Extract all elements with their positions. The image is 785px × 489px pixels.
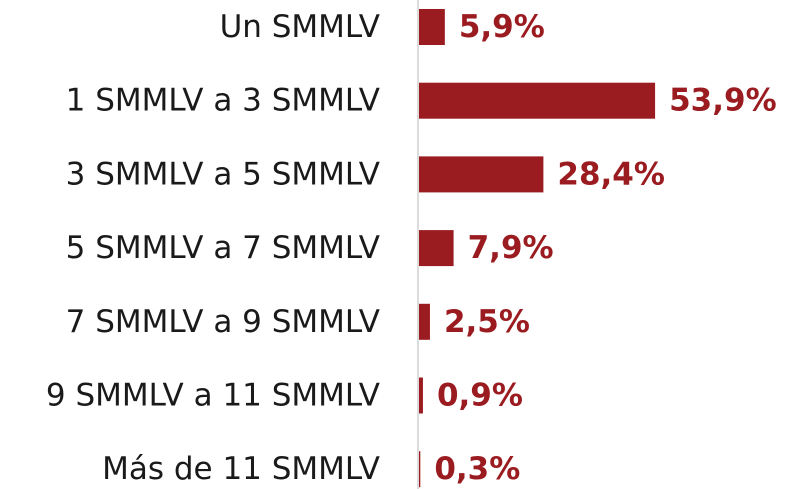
value-label: 0,3%: [434, 451, 520, 487]
bar: [419, 230, 454, 267]
bar: [419, 377, 423, 414]
category-label: Más de 11 SMMLV: [102, 451, 380, 487]
value-label: 7,9%: [468, 230, 554, 266]
value-label: 2,5%: [444, 304, 530, 340]
category-label: 1 SMMLV a 3 SMMLV: [66, 83, 380, 119]
category-label: 5 SMMLV a 7 SMMLV: [66, 230, 380, 266]
bar: [419, 451, 421, 488]
value-label: 28,4%: [557, 156, 665, 192]
category-label: 7 SMMLV a 9 SMMLV: [66, 304, 380, 340]
bar: [419, 156, 544, 193]
category-label: Un SMMLV: [220, 9, 380, 45]
category-label: 3 SMMLV a 5 SMMLV: [66, 156, 380, 192]
value-label: 0,9%: [437, 378, 523, 414]
value-label: 5,9%: [459, 9, 545, 45]
bar: [419, 82, 656, 119]
bar: [419, 303, 430, 340]
value-label: 53,9%: [669, 83, 777, 119]
category-label: 9 SMMLV a 11 SMMLV: [46, 378, 380, 414]
bar: [419, 9, 445, 45]
